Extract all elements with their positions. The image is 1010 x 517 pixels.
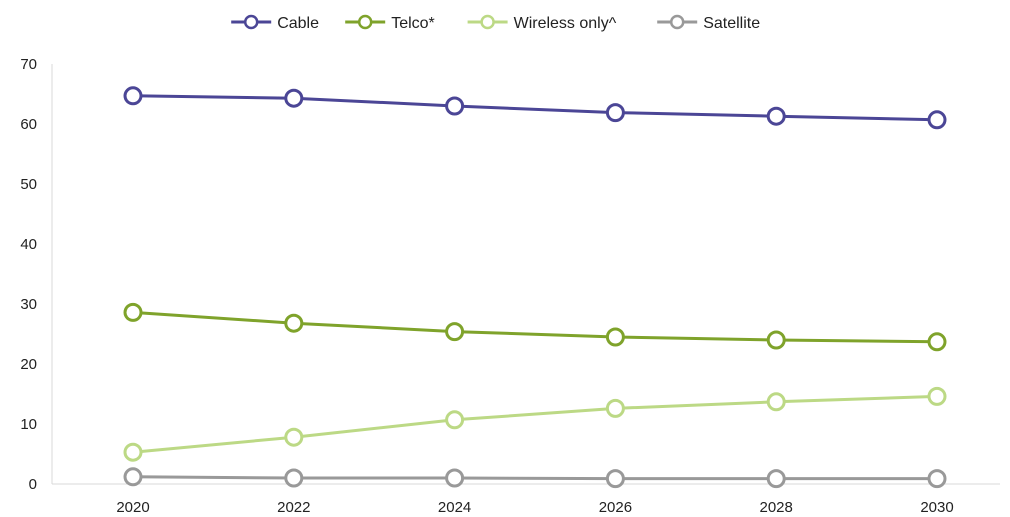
data-point xyxy=(605,398,625,418)
legend-swatch-marker xyxy=(669,14,685,30)
legend-item: Cable xyxy=(231,14,319,32)
x-tick-label: 2028 xyxy=(760,499,793,516)
series-1 xyxy=(123,302,947,352)
y-tick-label: 10 xyxy=(20,416,37,433)
y-axis: 0 10 20 30 40 50 60 70 xyxy=(20,56,53,493)
y-tick-label: 20 xyxy=(20,356,37,373)
data-point xyxy=(927,332,947,352)
data-point xyxy=(605,103,625,123)
data-point xyxy=(605,469,625,489)
legend-swatch-marker xyxy=(480,14,495,30)
data-point xyxy=(123,302,143,322)
data-point xyxy=(605,327,625,347)
data-point xyxy=(445,468,465,488)
data-point xyxy=(123,86,143,106)
y-tick-label: 60 xyxy=(20,116,37,133)
data-point xyxy=(123,442,143,462)
data-point xyxy=(766,330,786,350)
data-point xyxy=(927,110,947,130)
series-0 xyxy=(123,86,947,130)
data-point xyxy=(445,96,465,116)
series-line xyxy=(132,475,937,481)
series-3 xyxy=(123,467,947,489)
x-tick-label: 2022 xyxy=(277,499,310,516)
y-tick-label: 0 xyxy=(29,476,37,493)
series-line xyxy=(132,94,938,122)
data-point xyxy=(284,468,304,488)
data-point xyxy=(766,469,786,489)
y-tick-label: 50 xyxy=(20,176,37,193)
series-2 xyxy=(123,386,947,462)
legend-swatch-marker xyxy=(243,14,259,30)
y-tick-label: 40 xyxy=(20,236,37,253)
data-point xyxy=(766,106,786,126)
x-tick-label: 2026 xyxy=(599,499,632,516)
data-point xyxy=(927,469,947,489)
data-point xyxy=(123,467,143,487)
plot-area xyxy=(123,86,947,489)
x-tick-label: 2020 xyxy=(116,499,149,516)
legend-label: Wireless only^ xyxy=(514,15,617,32)
legend-label: Satellite xyxy=(703,15,760,32)
x-tick-label: 2024 xyxy=(438,499,471,516)
series-line xyxy=(132,310,938,344)
y-tick-label: 70 xyxy=(20,56,37,73)
data-point xyxy=(284,88,304,108)
legend-label: Telco* xyxy=(391,15,435,32)
x-axis: 2020 2022 2024 2026 2028 2030 xyxy=(52,483,1000,516)
data-point xyxy=(927,386,947,406)
legend-item: Wireless only^ xyxy=(467,14,617,32)
series-line xyxy=(132,394,938,454)
legend-item: Telco* xyxy=(345,14,435,32)
legend-swatch-marker xyxy=(357,14,373,30)
legend-item: Satellite xyxy=(657,14,760,32)
y-tick-label: 30 xyxy=(20,296,37,313)
data-point xyxy=(766,392,786,412)
data-point xyxy=(445,410,465,430)
legend-label: Cable xyxy=(277,15,319,32)
data-point xyxy=(284,427,304,447)
data-point xyxy=(445,322,465,342)
data-point xyxy=(284,313,304,333)
legend: Cable Telco* Wireless only^ Satellite xyxy=(231,14,760,32)
x-tick-label: 2030 xyxy=(920,499,953,516)
